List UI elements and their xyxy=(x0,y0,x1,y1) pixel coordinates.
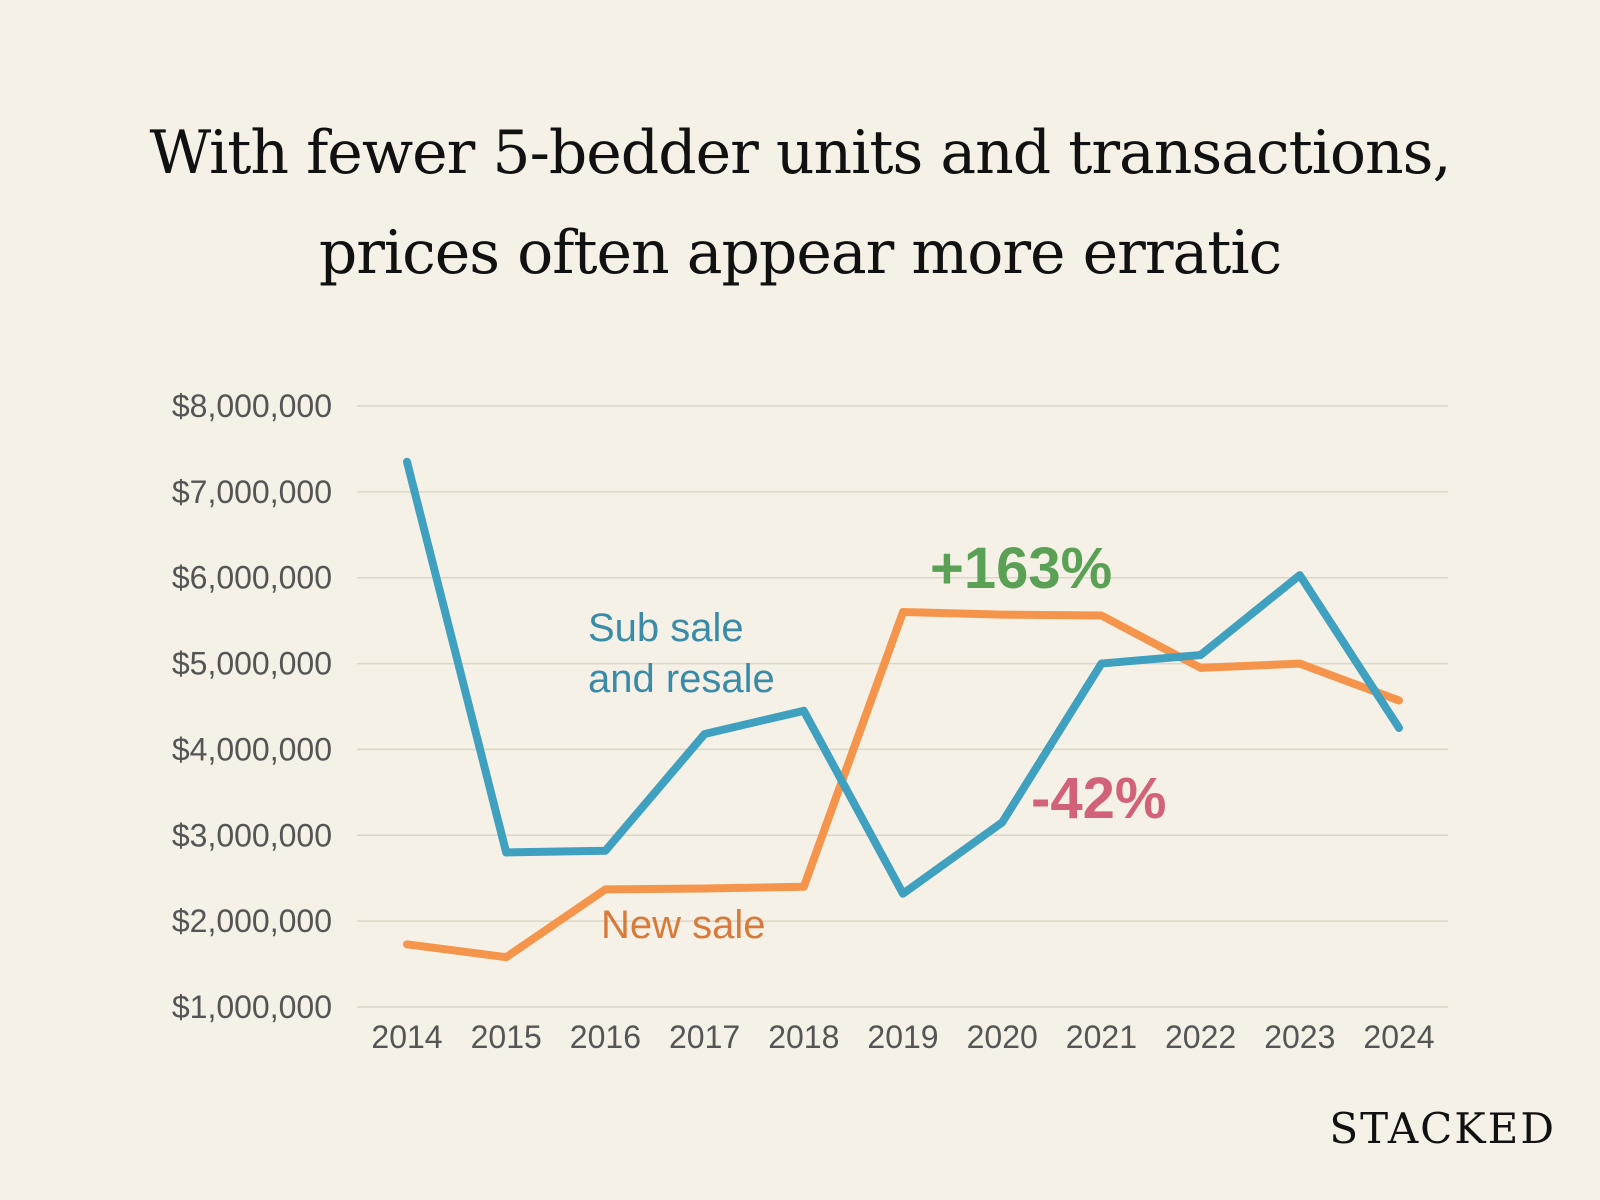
series-label-new-sale: New sale xyxy=(601,903,766,947)
series-line xyxy=(403,608,1403,962)
y-tick-label: $3,000,000 xyxy=(172,817,332,853)
annotation-decrease: -42% xyxy=(1031,766,1166,831)
y-tick-label: $1,000,000 xyxy=(172,989,332,1025)
x-tick-label: 2016 xyxy=(570,1019,641,1055)
y-tick-label: $2,000,000 xyxy=(172,903,332,939)
y-axis-ticks: $1,000,000 $2,000,000 $3,000,000 $4,000,000… xyxy=(172,388,332,1025)
x-tick-label: 2022 xyxy=(1165,1019,1236,1055)
y-tick-label: $7,000,000 xyxy=(172,474,332,510)
chart-title-line-2: prices often appear more erratic xyxy=(318,218,1282,288)
y-tick-label: $4,000,000 xyxy=(172,731,332,767)
series-label-sub-sale-line-2: and resale xyxy=(588,657,775,701)
x-tick-label: 2017 xyxy=(669,1019,740,1055)
y-tick-label: $8,000,000 xyxy=(172,388,332,424)
y-tick-label: $6,000,000 xyxy=(172,560,332,596)
x-tick-label: 2015 xyxy=(471,1019,542,1055)
series-lines xyxy=(403,457,1403,962)
series-line xyxy=(403,457,1403,898)
annotation-increase: +163% xyxy=(930,536,1112,601)
gridlines xyxy=(357,405,1448,1008)
y-tick-label: $5,000,000 xyxy=(172,646,332,682)
x-tick-label: 2021 xyxy=(1066,1019,1137,1055)
chart-title-line-1: With fewer 5-bedder units and transactio… xyxy=(149,118,1451,188)
x-tick-label: 2019 xyxy=(867,1019,938,1055)
x-tick-label: 2014 xyxy=(371,1019,442,1055)
x-tick-label: 2020 xyxy=(967,1019,1038,1055)
x-axis-ticks: 2014 2015 2016 2017 2018 2019 2020 2021 2022 2023… xyxy=(371,1019,1434,1055)
series-label-sub-sale-line-1: Sub sale xyxy=(588,606,744,650)
series-label-sub-sale: Sub sale and resale xyxy=(588,606,775,701)
x-tick-label: 2023 xyxy=(1264,1019,1335,1055)
x-tick-label: 2018 xyxy=(768,1019,839,1055)
brand-logo: STACKED xyxy=(1329,1104,1556,1153)
x-tick-label: 2024 xyxy=(1363,1019,1434,1055)
